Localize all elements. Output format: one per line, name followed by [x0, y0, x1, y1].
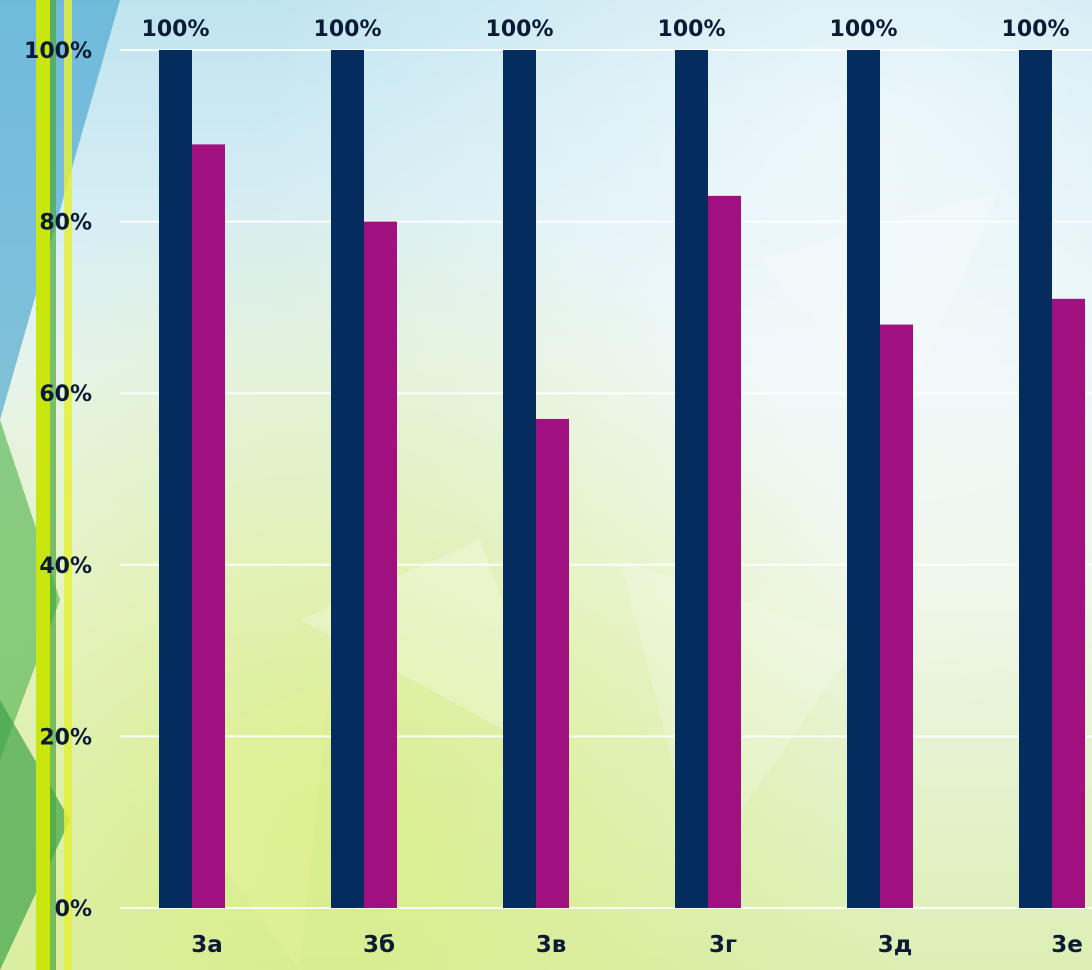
bar-series-1 — [159, 50, 192, 908]
bars — [159, 50, 1085, 909]
labels: 0% 20% 40% 60% 80% 100% 100% 3а 100% 3б 100% 3в 100%… — [24, 17, 1083, 958]
x-tick-label: 3д — [878, 932, 913, 958]
data-label: 100% — [1002, 17, 1070, 42]
data-label: 100% — [486, 17, 554, 42]
y-tick-label: 100% — [24, 39, 92, 64]
bar-series-1 — [331, 50, 364, 908]
background-facet — [0, 420, 60, 760]
bar-series-2 — [1052, 298, 1085, 908]
x-tick-label: 3в — [536, 932, 567, 958]
bar-series-2 — [536, 418, 569, 908]
bar-series-1 — [675, 50, 708, 908]
data-label: 100% — [830, 17, 898, 42]
data-label: 100% — [142, 17, 210, 42]
x-tick-label: 3б — [363, 932, 395, 958]
x-tick-label: 3г — [709, 932, 737, 958]
left-stripe — [36, 0, 50, 970]
y-tick-label: 80% — [39, 211, 92, 236]
left-stripe — [50, 0, 56, 970]
bar-series-1 — [503, 50, 536, 908]
gridlines — [120, 49, 1092, 909]
bar-series-1 — [847, 50, 880, 908]
bar-series-1 — [1019, 50, 1052, 908]
y-tick-label: 60% — [39, 382, 92, 407]
x-tick-label: 3а — [191, 932, 223, 958]
data-label: 100% — [658, 17, 726, 42]
y-tick-label: 0% — [55, 897, 92, 922]
left-stripe — [64, 0, 72, 970]
x-tick-label: 3е — [1051, 932, 1083, 958]
y-tick-label: 40% — [39, 554, 92, 579]
bar-series-2 — [364, 221, 397, 909]
y-tick-label: 20% — [39, 725, 92, 750]
background-facet — [0, 700, 70, 970]
background-facet — [0, 0, 120, 420]
bar-series-2 — [192, 144, 225, 908]
bar-series-2 — [708, 195, 741, 909]
data-label: 100% — [314, 17, 382, 42]
bar-series-2 — [880, 324, 913, 908]
